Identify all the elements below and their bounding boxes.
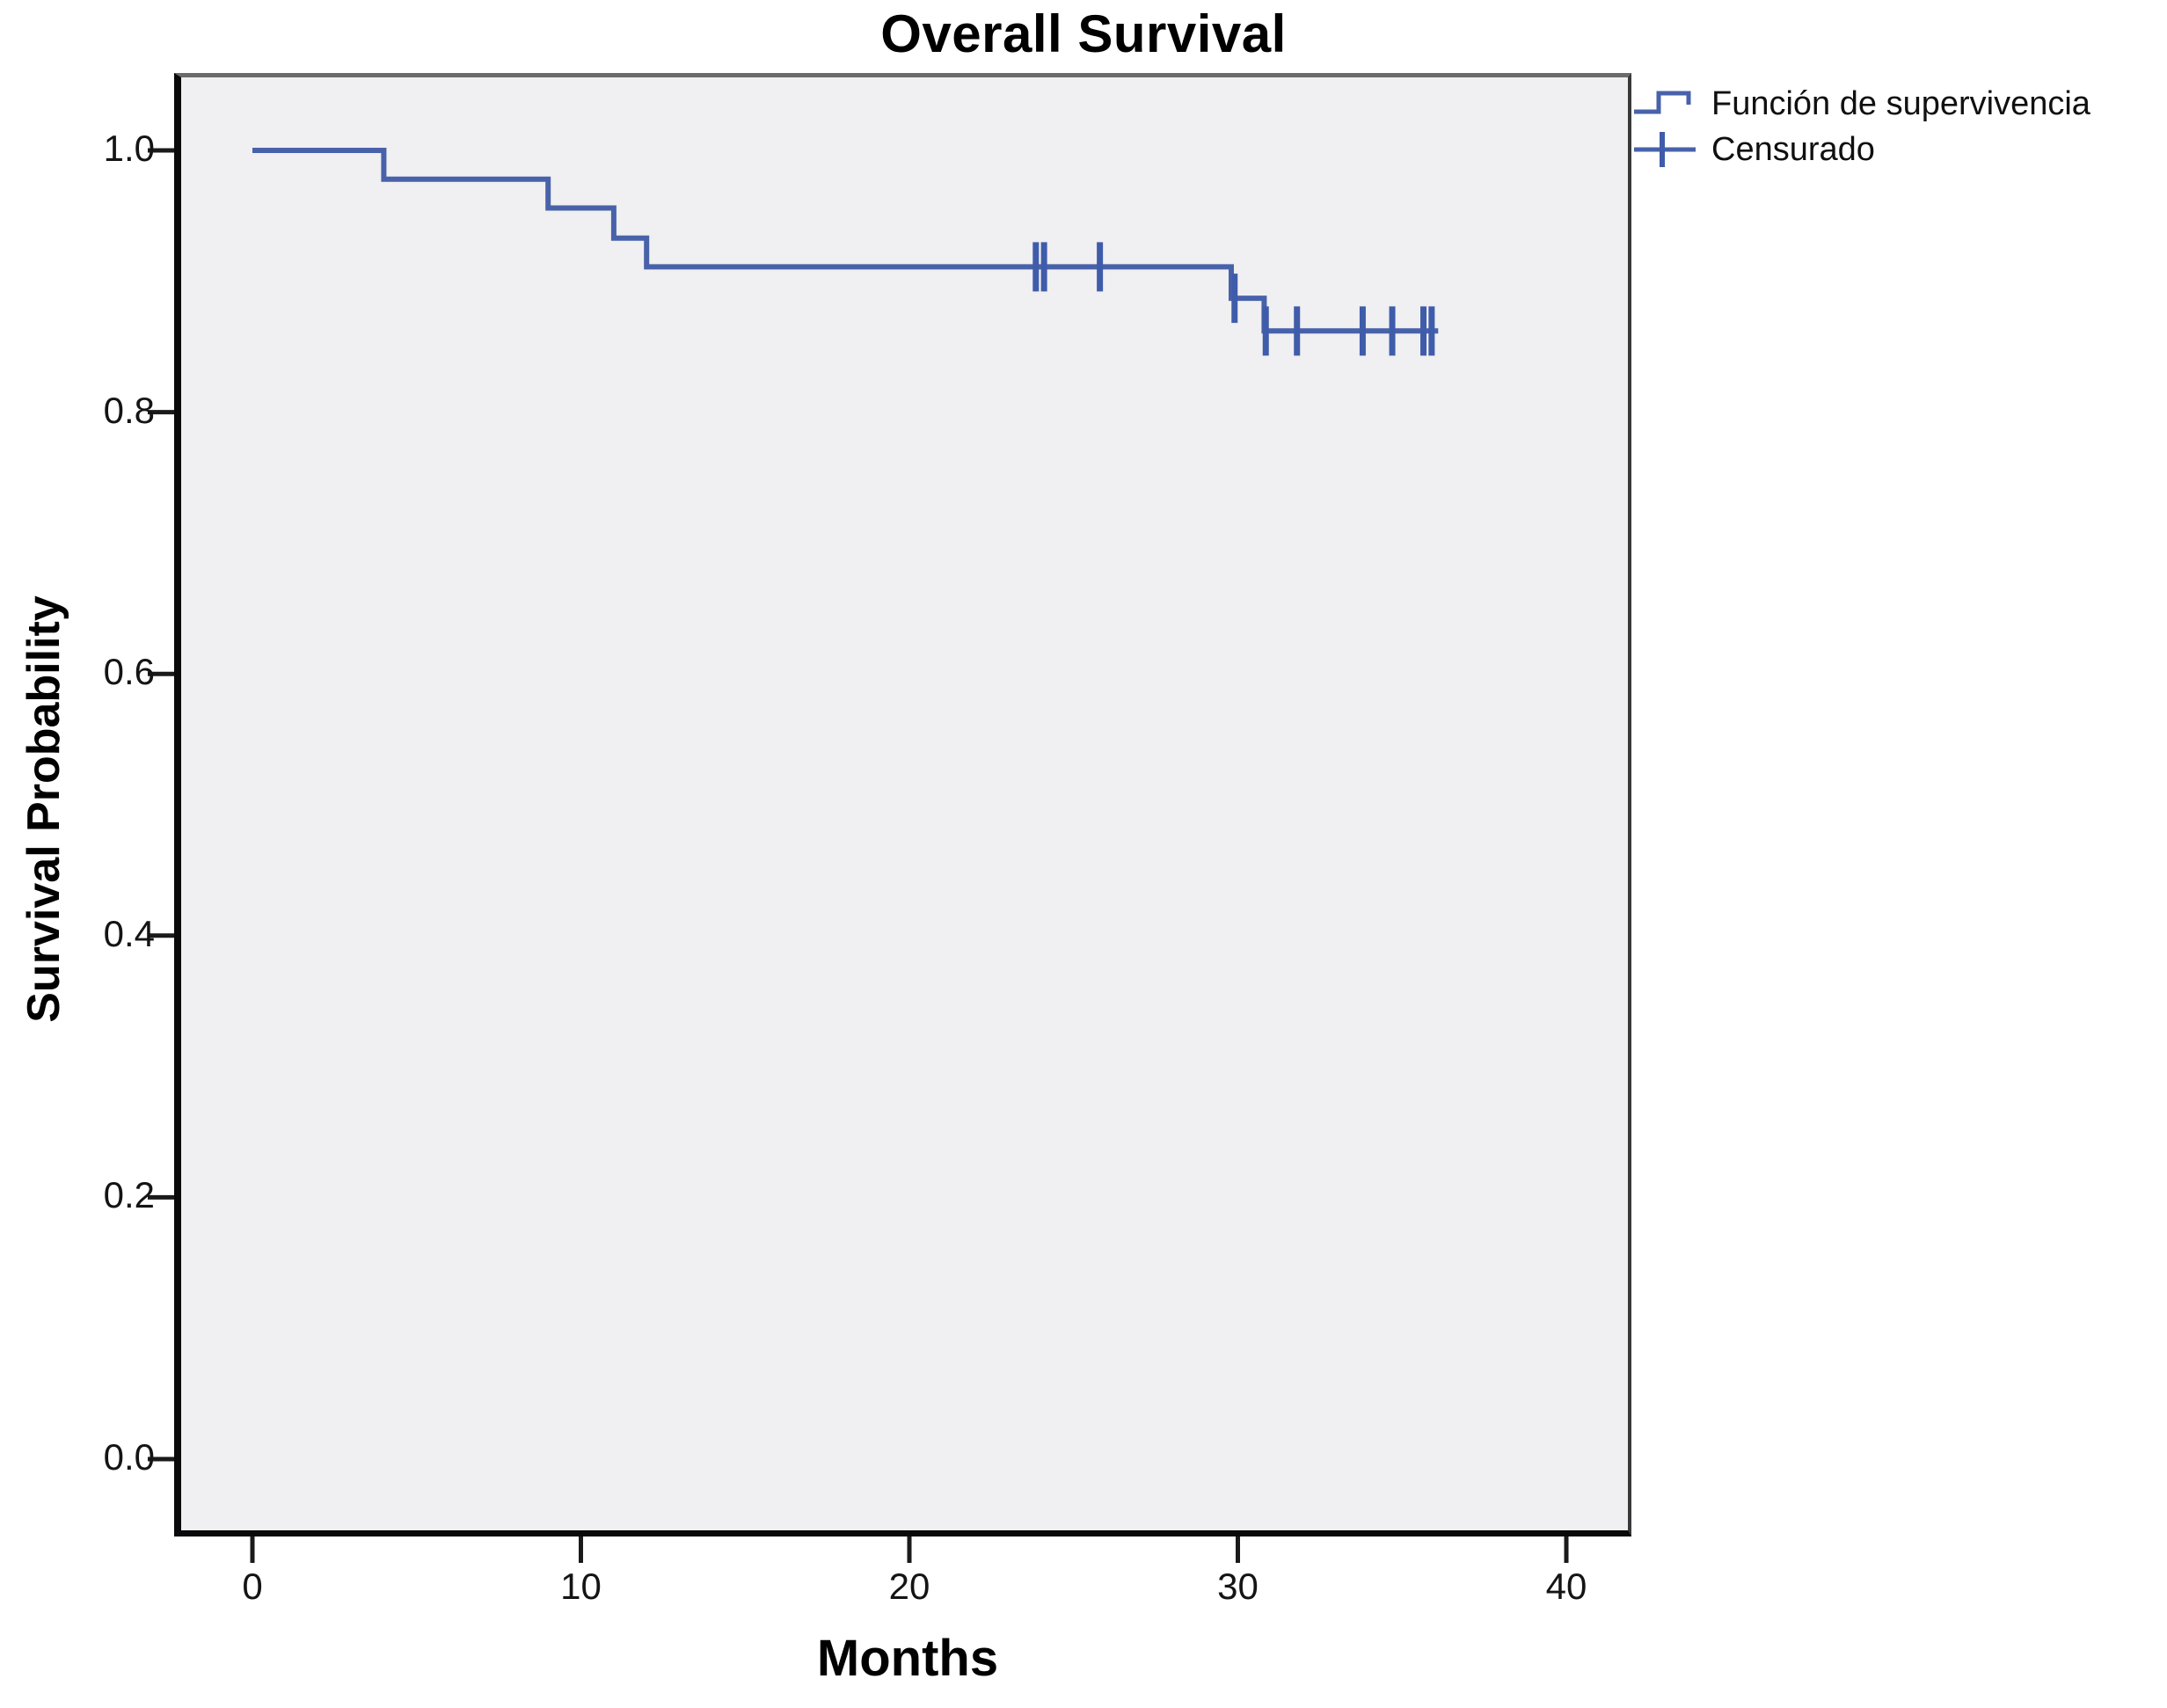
legend-step-line-icon xyxy=(1634,91,1691,114)
y-axis-title: Survival Probability xyxy=(18,595,69,1023)
y-tick-label: 0.8 xyxy=(103,389,155,431)
legend-label-censored: Censurado xyxy=(1711,130,1875,168)
legend-item-survival-function: Función de supervivencia xyxy=(1632,84,2090,124)
legend: Función de supervivencia Censurado xyxy=(1632,84,2090,175)
legend-plus-cross-icon xyxy=(1634,132,1696,167)
plot-area xyxy=(174,73,1631,1536)
y-tick-label: 0.0 xyxy=(103,1436,155,1478)
y-tick-label: 0.4 xyxy=(103,912,155,954)
y-tick-label: 0.2 xyxy=(103,1174,155,1216)
legend-item-censored: Censurado xyxy=(1632,129,2090,170)
x-tick-label: 10 xyxy=(560,1566,602,1607)
chart-title: Overall Survival xyxy=(880,4,1287,63)
x-tick-label: 0 xyxy=(242,1566,263,1607)
x-tick-label: 30 xyxy=(1217,1566,1259,1607)
x-tick-label: 20 xyxy=(888,1566,930,1607)
y-tick-label: 1.0 xyxy=(103,128,155,169)
y-tick-label: 0.6 xyxy=(103,651,155,693)
legend-label-survival-function: Función de supervivencia xyxy=(1711,84,2090,122)
x-axis-title: Months xyxy=(816,1630,999,1687)
x-tick-label: 40 xyxy=(1545,1566,1587,1607)
